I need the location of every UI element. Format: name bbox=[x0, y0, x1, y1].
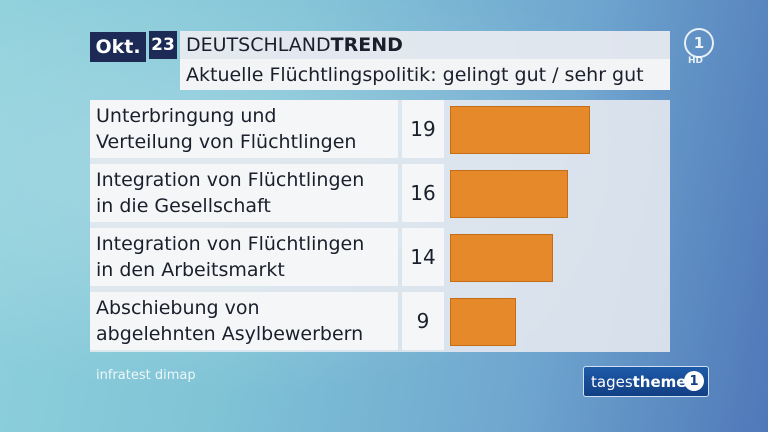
bar-row: Integration von Flüchtlingen in die Gese… bbox=[90, 164, 670, 222]
category-label: Unterbringung und Verteilung von Flüchtl… bbox=[90, 100, 398, 158]
category-label: Integration von Flüchtlingen in die Gese… bbox=[90, 164, 398, 222]
page-title: DEUTSCHLANDTREND bbox=[186, 34, 403, 56]
bar-row: Integration von Flüchtlingen in den Arbe… bbox=[90, 228, 670, 286]
bar bbox=[450, 234, 553, 282]
bar bbox=[450, 170, 568, 218]
value-label: 19 bbox=[402, 100, 444, 158]
bar bbox=[450, 106, 590, 154]
title-regular: DEUTSCHLAND bbox=[186, 34, 331, 56]
category-label: Integration von Flüchtlingen in den Arbe… bbox=[90, 228, 398, 286]
bar-chart: Unterbringung und Verteilung von Flüchtl… bbox=[90, 100, 670, 352]
source-label: infratest dimap bbox=[96, 368, 196, 383]
ard-logo-icon: 1 bbox=[684, 28, 714, 58]
tagesthemen-bold: themen bbox=[632, 372, 698, 391]
chart-subtitle: Aktuelle Flüchtlingspolitik: gelingt gut… bbox=[180, 59, 670, 90]
title-bold: TREND bbox=[330, 34, 403, 56]
value-label: 9 bbox=[402, 292, 444, 350]
value-label: 16 bbox=[402, 164, 444, 222]
day-badge: 23 bbox=[149, 31, 177, 59]
bar-row: Abschiebung von abgelehnten Asylbewerber… bbox=[90, 292, 670, 350]
header-panel: DEUTSCHLANDTREND Aktuelle Flüchtlingspol… bbox=[180, 31, 670, 90]
bar bbox=[450, 298, 516, 346]
ard-one-icon: 1 bbox=[684, 371, 704, 391]
tagesthemen-regular: tages bbox=[591, 372, 633, 391]
value-label: 14 bbox=[402, 228, 444, 286]
bar-row: Unterbringung und Verteilung von Flüchtl… bbox=[90, 100, 670, 158]
month-badge: Okt. bbox=[90, 32, 146, 62]
tagesthemen-logo: tages themen 1 bbox=[583, 366, 709, 397]
hd-logo: HD bbox=[688, 56, 704, 66]
category-label: Abschiebung von abgelehnten Asylbewerber… bbox=[90, 292, 398, 350]
